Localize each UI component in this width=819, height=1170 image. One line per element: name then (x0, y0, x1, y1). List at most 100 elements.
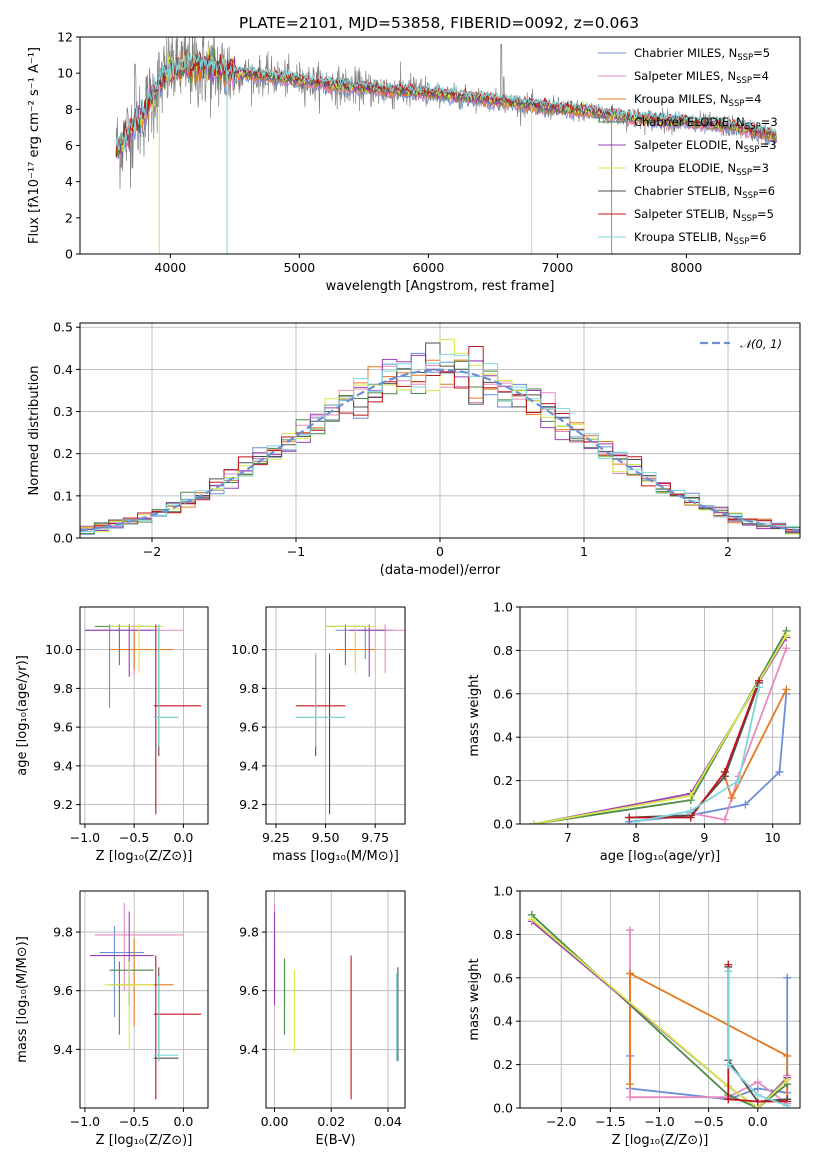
x-axis-label: E(B-V) (315, 1133, 355, 1148)
x-tick-label: 0.0 (173, 830, 193, 845)
legend-entry: Chabrier MILES, NSSP=5 (598, 46, 770, 63)
legend-label: Salpeter ELODIE, NSSP=3 (634, 138, 777, 155)
legend-label: Salpeter STELIB, NSSP=5 (634, 207, 774, 224)
legend-entry: Chabrier ELODIE, NSSP=3 (598, 115, 778, 132)
figure-title: PLATE=2101, MJD=53858, FIBERID=0092, z=0… (239, 14, 639, 32)
x-tick-label: 0.04 (374, 1114, 402, 1129)
legend-label: Salpeter MILES, NSSP=4 (634, 69, 769, 86)
weight-point-marker (755, 683, 764, 692)
y-tick-label: 9.6 (239, 720, 259, 735)
errorbar-chabrier-miles (84, 624, 159, 708)
x-tick-label: 10 (765, 830, 781, 845)
legend-entry: Salpeter STELIB, NSSP=5 (598, 207, 774, 224)
model-spectrum-kroupa-stelib (115, 53, 777, 151)
errorbar-chabrier-stelib (295, 653, 346, 757)
x-tick-label: 1 (580, 544, 588, 559)
x-tick-label: 7 (564, 830, 572, 845)
y-tick-label: 0.2 (53, 446, 73, 461)
errorbar-salpeter-stelib (153, 955, 202, 1100)
x-tick-label: −1.0 (70, 830, 100, 845)
x-axis-label: (data-model)/error (380, 563, 501, 578)
weight_vs_z-panel: −2.0 −1.5 −1.0 −0.5 0.0 0.0 0.2 0.4 0.6 0.8 1.0 Z [… (467, 884, 801, 1148)
y-axis-label: mass weight (467, 674, 482, 756)
x-tick-label: 0.0 (173, 1114, 193, 1129)
weight-point-marker (783, 1101, 792, 1108)
legend-label: Kroupa MILES, NSSP=4 (634, 92, 761, 109)
spectrum-plot-area (115, 37, 777, 254)
errorbar-chabrier-elodie (109, 961, 154, 1035)
legend-label: Kroupa STELIB, NSSP=6 (634, 230, 766, 247)
y-tick-label: 0.5 (53, 320, 73, 335)
errorbar-kroupa-stelib (153, 976, 179, 1062)
x-tick-label: 0 (436, 544, 444, 559)
legend-label: Kroupa ELODIE, NSSP=3 (634, 161, 769, 178)
errorbar-salpeter-elodie (89, 911, 154, 1006)
residual-hist-kroupa-stelib (80, 353, 800, 532)
weight_vs_age-plot-area (529, 626, 791, 824)
x-tick-label: 9 (700, 830, 708, 845)
weight-point-marker (724, 967, 733, 976)
spectrum-legend: Chabrier MILES, NSSP=5 Salpeter MILES, NS… (598, 46, 778, 247)
errorbar-salpeter-elodie (349, 624, 386, 677)
y-tick-label: 1.0 (493, 884, 513, 899)
weight-series-kroupa-miles (686, 685, 791, 820)
weight-point-marker (782, 685, 791, 694)
y-tick-label: 9.4 (53, 758, 73, 773)
weight-line (635, 687, 760, 823)
errorbar-kroupa-elodie (109, 624, 164, 673)
y-tick-label: 9.6 (53, 983, 73, 998)
weight-point-marker (783, 1051, 792, 1060)
y-tick-label: 0.6 (493, 686, 513, 701)
normal-legend-label: 𝒩(0, 1) (740, 337, 782, 351)
errorbar-chabrier-stelib (153, 624, 179, 757)
x-tick-label: 2 (724, 544, 732, 559)
spectrum-panel: 4000 5000 6000 7000 8000 0 2 4 6 8 10 12 wavelength … (27, 30, 801, 294)
y-tick-label: 0.0 (493, 1101, 513, 1116)
x-axis-label: Z [log₁₀(Z/Z⊙)] (96, 1133, 193, 1148)
y-tick-label: 9.2 (53, 797, 73, 812)
y-tick-label: 0.8 (493, 927, 513, 942)
y-tick-label: 9.4 (53, 1042, 73, 1057)
y-tick-label: 0.0 (493, 817, 513, 832)
weight-point-marker (626, 969, 635, 978)
age_vs_mass-panel: 9.25 9.50 9.75 9.2 9.4 9.6 9.8 10.0 mass [log₁₀(… (231, 606, 406, 864)
x-tick-label: 0.02 (317, 1114, 345, 1129)
x-tick-label: 7000 (542, 260, 574, 275)
y-tick-label: 0.4 (53, 362, 73, 377)
y-tick-label: 0.6 (493, 970, 513, 985)
x-tick-label: −0.5 (119, 1114, 149, 1129)
legend-label: Chabrier MILES, NSSP=5 (634, 46, 770, 63)
weight-point-marker (782, 631, 791, 640)
weight-series-kroupa-stelib (724, 967, 792, 1108)
errorbar-kroupa-elodie (104, 961, 154, 1050)
y-tick-label: 0.2 (493, 1057, 513, 1072)
x-tick-label: −1 (287, 544, 305, 559)
x-axis-label: mass [log₁₀(M/M⊙)] (272, 849, 399, 864)
y-tick-label: 9.6 (53, 720, 73, 735)
x-tick-label: −0.5 (119, 830, 149, 845)
y-axis-label: Flux [fλ10⁻¹⁷ erg cm⁻² s⁻¹ A⁻¹] (27, 47, 42, 244)
x-tick-label: 9.75 (361, 830, 389, 845)
y-tick-label: 2 (65, 210, 73, 225)
legend-entry: Salpeter MILES, NSSP=4 (598, 69, 769, 86)
y-tick-label: 9.4 (239, 1042, 259, 1057)
legend-label: Chabrier STELIB, NSSP=6 (634, 184, 775, 201)
y-tick-label: 9.8 (239, 925, 259, 940)
x-tick-label: 6000 (412, 260, 444, 275)
weight-line (629, 682, 760, 819)
y-axis-label: age [log₁₀(age/yr)] (15, 655, 30, 776)
y-tick-label: 0.8 (493, 643, 513, 658)
errorbar-kroupa-elodie (325, 624, 376, 673)
weight-line (727, 971, 788, 1107)
y-axis-label: mass [log₁₀(M/M⊙)] (15, 936, 30, 1063)
residuals-panel: −2 −1 0 1 2 0.0 0.1 0.2 0.3 0.4 0.5 (data-model)/er… (27, 320, 801, 578)
y-tick-label: 1.0 (493, 600, 513, 615)
errorbar-salpeter-stelib (153, 624, 202, 815)
legend-entry: Kroupa ELODIE, NSSP=3 (598, 161, 769, 178)
weight-point-marker (775, 767, 784, 776)
weight-line (533, 636, 788, 824)
weight-point-marker (782, 644, 791, 653)
mass_vs_z-plot-area (89, 902, 202, 1100)
y-tick-label: 0.3 (53, 404, 73, 419)
